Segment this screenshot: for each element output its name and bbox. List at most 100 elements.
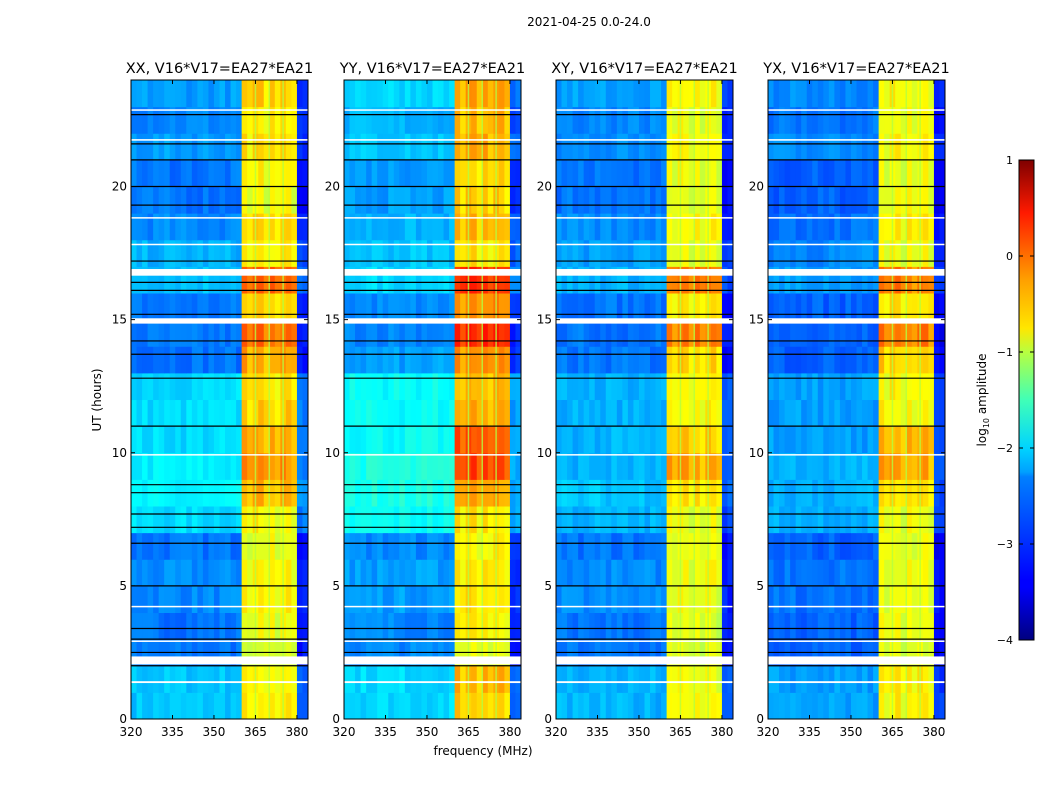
heatmap-cell <box>186 372 193 401</box>
heatmap-cell <box>823 372 830 401</box>
heatmap-cell <box>556 239 563 267</box>
heatmap-cell <box>208 399 215 427</box>
heatmap-cell <box>349 346 356 374</box>
heatmap-cell <box>699 293 706 321</box>
heatmap-cell <box>710 213 717 241</box>
heatmap-cell <box>349 80 356 108</box>
heatmap-cell <box>164 665 171 693</box>
heatmap-cell <box>939 612 946 640</box>
heatmap-cell <box>366 452 373 480</box>
heatmap-cell <box>449 186 456 214</box>
heatmap-cell <box>202 346 209 374</box>
flagged-rows <box>556 243 733 246</box>
heatmap-cell <box>572 159 579 188</box>
heatmap-cell <box>471 159 478 188</box>
heatmap-cell <box>605 133 612 161</box>
heatmap-cell <box>900 239 907 267</box>
heatmap-cell <box>410 452 417 480</box>
heatmap-cell <box>180 559 187 587</box>
heatmap-cell <box>454 452 461 480</box>
heatmap-cell <box>476 692 483 720</box>
heatmap-cell <box>449 372 456 401</box>
heatmap-cell <box>572 213 579 241</box>
flagged-rows <box>344 243 521 246</box>
heatmap-cell <box>666 665 673 693</box>
heatmap-cell <box>213 665 220 693</box>
heatmap-cell <box>142 159 149 188</box>
heatmap-cell <box>236 532 243 560</box>
heatmap-cell <box>655 612 662 640</box>
heatmap-cell <box>208 266 215 294</box>
heatmap-cell <box>605 532 612 560</box>
heatmap-cell <box>147 585 154 614</box>
heatmap-cell <box>567 372 574 401</box>
heatmap-cell <box>672 665 679 693</box>
heatmap-cell <box>556 80 563 108</box>
heatmap-cell <box>296 133 303 161</box>
flagged-rows <box>131 454 308 456</box>
heatmap-cell <box>661 186 668 214</box>
heatmap-cell <box>873 159 880 188</box>
heatmap-cell <box>672 372 679 401</box>
heatmap-cell <box>302 346 309 374</box>
heatmap-cell <box>790 106 797 134</box>
heatmap-cell <box>839 506 846 534</box>
heatmap-cell <box>175 239 182 267</box>
heatmap-cell <box>895 133 902 161</box>
heatmap-cell <box>460 426 467 454</box>
heatmap-cell <box>928 133 935 161</box>
heatmap-cell <box>142 266 149 294</box>
heatmap-cell <box>922 319 929 347</box>
heatmap-cell <box>928 319 935 347</box>
heatmap-cell <box>285 426 292 454</box>
heatmap-cell <box>933 559 940 587</box>
heatmap-cell <box>727 266 734 294</box>
heatmap-cell <box>594 692 601 720</box>
heatmap-cell <box>928 585 935 614</box>
heatmap-cell <box>426 80 433 108</box>
heatmap-cell <box>906 266 913 294</box>
heatmap-cell <box>716 692 723 720</box>
heatmap-cell <box>388 692 395 720</box>
heatmap-cell <box>236 266 243 294</box>
heatmap-cell <box>694 346 701 374</box>
heatmap-cell <box>371 186 378 214</box>
heatmap-cell <box>616 452 623 480</box>
heatmap-cell <box>779 266 786 294</box>
heatmap-cell <box>476 399 483 427</box>
heatmap-cell <box>694 399 701 427</box>
heatmap-cell <box>291 506 298 534</box>
heatmap-cell <box>790 612 797 640</box>
heatmap-cell <box>638 239 645 267</box>
heatmap-cell <box>296 239 303 267</box>
heatmap-cell <box>399 159 406 188</box>
heatmap-cell <box>683 159 690 188</box>
heatmap-cell <box>274 266 281 294</box>
heatmap-cell <box>136 159 143 188</box>
x-tick-label: 320 <box>333 725 356 739</box>
heatmap-cell <box>142 133 149 161</box>
heatmap-cell <box>258 213 265 241</box>
heatmap-cell <box>873 186 880 214</box>
heatmap-cell <box>688 80 695 108</box>
heatmap-cell <box>169 319 176 347</box>
heatmap-cell <box>142 399 149 427</box>
heatmap-cell <box>600 319 607 347</box>
heatmap-cell <box>633 346 640 374</box>
heatmap-cell <box>884 266 891 294</box>
heatmap-cell <box>219 559 226 587</box>
heatmap-cell <box>421 452 428 480</box>
heatmap-cell <box>556 559 563 587</box>
heatmap-cell <box>471 106 478 134</box>
heatmap-cell <box>721 319 728 347</box>
heatmap-cell <box>131 80 138 108</box>
heatmap-cell <box>806 319 813 347</box>
heatmap-cell <box>258 585 265 614</box>
heatmap-cell <box>790 665 797 693</box>
heatmap-cell <box>142 213 149 241</box>
heatmap-cell <box>247 559 254 587</box>
heatmap-cell <box>241 319 248 347</box>
heatmap-cell <box>572 293 579 321</box>
heatmap-cell <box>933 612 940 640</box>
heatmap-cell <box>856 159 863 188</box>
